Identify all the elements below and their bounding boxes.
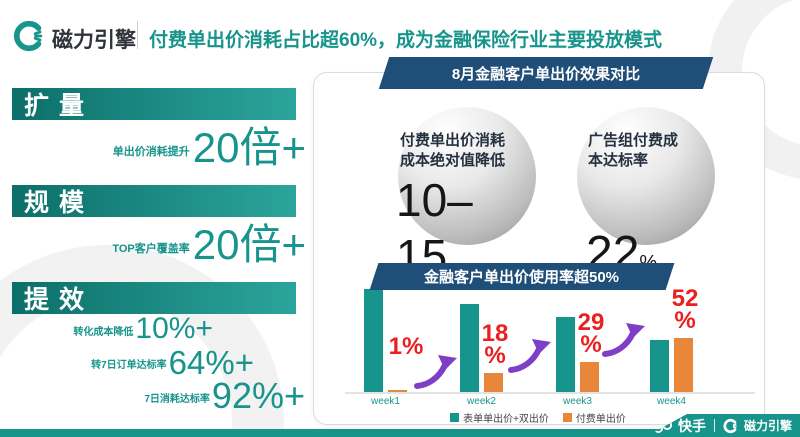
brand-name: 磁力引擎	[52, 29, 136, 52]
chart-baseline	[345, 392, 755, 394]
footer-strip	[0, 429, 800, 437]
metric-label: 转7日订单达标率	[91, 360, 167, 372]
metric-conversion-cost: 转化成本降低 10%+	[12, 312, 213, 345]
metric-label: TOP客户覆盖率	[112, 242, 190, 255]
growth-label-week1: 1%	[388, 333, 424, 360]
growth-label-week3: 29 %	[577, 309, 605, 359]
bar-paid-single-bid-week1	[388, 390, 407, 392]
section-heading-scale: 规模	[12, 185, 296, 217]
section-heading-text: 扩量	[24, 92, 95, 120]
metric-label: 7日消耗达标率	[144, 394, 210, 406]
chart-title-banner: 金融客户单出价使用率超50%	[369, 263, 675, 290]
chart-title-text: 金融客户单出价使用率超50%	[424, 269, 620, 286]
header-divider	[137, 21, 138, 49]
bar-form-dual-bid-week4	[650, 340, 669, 392]
x-axis-label-week2: week2	[467, 396, 496, 407]
legend-item-form-dual-bid: 表单单出价+双出价	[450, 410, 549, 425]
bar-form-dual-bid-week2	[460, 304, 479, 392]
section-heading-text: 提效	[24, 286, 95, 314]
stat-label-reach-rate: 广告组付费成 本达标率	[588, 132, 679, 169]
section-heading-expand: 扩量	[12, 88, 296, 120]
metric-value: 20倍+	[192, 221, 306, 268]
legend-label-form-dual-bid: 表单单出价+双出价	[463, 414, 549, 425]
bar-form-dual-bid-week1	[364, 289, 383, 392]
card-title-text: 8月金融客户单出价效果对比	[451, 65, 641, 83]
metric-label: 转化成本降低	[73, 326, 134, 338]
metric-label: 单出价消耗提升	[112, 145, 190, 158]
metric-value: 20倍+	[192, 124, 306, 171]
metric-7day-order: 转7日订单达标率 64%+	[12, 344, 254, 381]
stat-label-cost-drop: 付费单出价消耗 成本绝对值降低	[400, 132, 506, 169]
bar-paid-single-bid-week2	[484, 373, 503, 392]
growth-label-week2: 18 %	[481, 320, 509, 370]
footer-logos: 快手 磁力引擎	[645, 414, 800, 437]
metric-value: 10%+	[135, 312, 213, 345]
legend-label-paid-single-bid: 付费单出价	[575, 414, 626, 425]
growth-arrow-icon	[602, 323, 645, 357]
footer-divider	[713, 419, 715, 432]
metric-value: 64%+	[168, 344, 254, 381]
growth-arrow-icon	[414, 355, 457, 389]
metric-7day-consumption: 7日消耗达标率 92%+	[12, 375, 305, 416]
bar-paid-single-bid-week3	[580, 362, 599, 392]
magnetic-engine-icon-white	[723, 418, 737, 433]
legend-item-paid-single-bid: 付费单出价	[562, 410, 626, 425]
stat-circle-cost-drop	[398, 107, 536, 245]
legend-swatch-form-dual-bid	[450, 413, 460, 422]
magnetic-engine-logo-icon	[14, 20, 43, 52]
growth-arrow-icon	[508, 339, 551, 373]
x-axis-label-week4: week4	[657, 396, 686, 407]
section-heading-efficiency: 提效	[12, 282, 296, 314]
bar-paid-single-bid-week4	[674, 338, 693, 392]
section-heading-text: 规模	[24, 189, 95, 217]
growth-label-week4: 52 %	[671, 285, 699, 335]
stat-circle-reach-rate	[577, 107, 715, 245]
kuaishou-label: 快手	[677, 417, 706, 434]
bar-form-dual-bid-week3	[556, 317, 575, 392]
metric-value: 92%+	[211, 375, 305, 416]
metric-single-bid-consumption: 单出价消耗提升 20倍+	[12, 124, 306, 171]
x-axis-label-week3: week3	[563, 396, 592, 407]
chart-legend: 表单单出价+双出价 付费单出价	[313, 410, 763, 425]
x-axis-label-week1: week1	[371, 396, 400, 407]
magnetic-engine-label: 磁力引擎	[743, 419, 792, 433]
legend-swatch-paid-single-bid	[562, 413, 572, 422]
page-title: 付费单出价消耗占比超60%，成为金融保险行业主要投放模式	[149, 30, 663, 51]
metric-top-customer-coverage: TOP客户覆盖率 20倍+	[12, 221, 306, 268]
stat-value-cost-drop: 10– 15	[396, 174, 473, 266]
card-title-banner: 8月金融客户单出价效果对比	[378, 57, 714, 89]
